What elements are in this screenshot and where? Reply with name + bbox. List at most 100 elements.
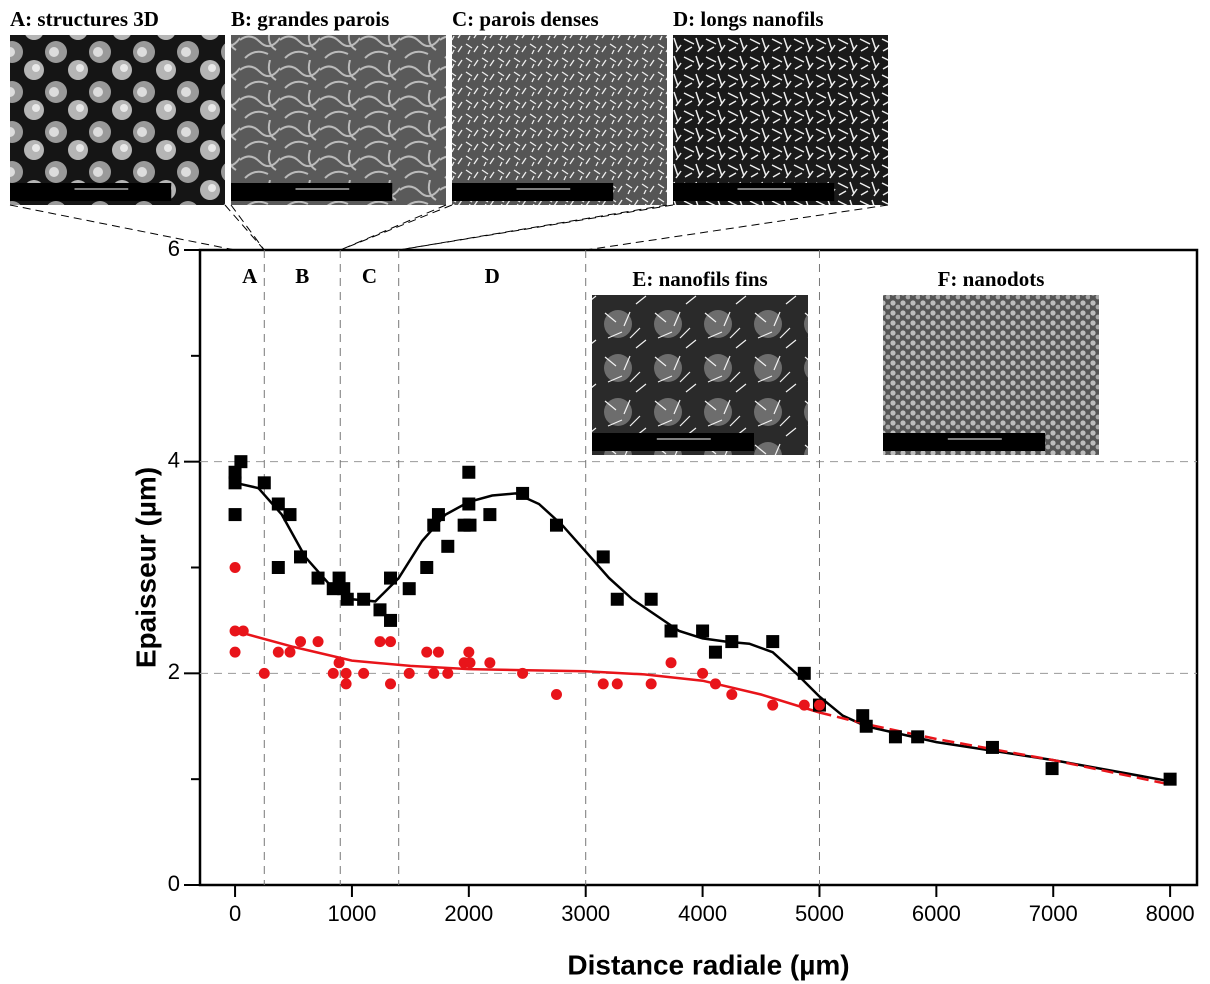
square-marker bbox=[257, 476, 271, 490]
square-marker bbox=[402, 582, 416, 596]
square-marker bbox=[228, 476, 242, 490]
micrograph-caption: D: longs nanofils bbox=[673, 7, 824, 31]
circle-marker bbox=[312, 636, 324, 648]
circle-marker bbox=[229, 625, 241, 637]
callout-line bbox=[340, 204, 453, 251]
x-tick-label: 6000 bbox=[912, 901, 961, 926]
circle-marker bbox=[284, 646, 296, 658]
circle-marker bbox=[463, 646, 475, 658]
square-marker bbox=[373, 603, 387, 617]
square-marker bbox=[725, 635, 739, 649]
region-label: C bbox=[362, 264, 377, 288]
circle-marker bbox=[611, 678, 623, 690]
circle-marker bbox=[550, 689, 562, 700]
circle-marker bbox=[726, 689, 738, 700]
square-marker bbox=[797, 666, 811, 680]
square-marker bbox=[463, 518, 477, 532]
square-marker bbox=[294, 550, 308, 564]
square-marker bbox=[1163, 772, 1177, 786]
x-tick-label: 0 bbox=[229, 901, 241, 926]
circle-marker bbox=[340, 678, 352, 690]
square-marker bbox=[271, 561, 285, 574]
square-marker bbox=[911, 730, 925, 744]
micrograph bbox=[883, 295, 1099, 455]
square-marker bbox=[766, 635, 780, 649]
scale-bar-strip bbox=[452, 183, 614, 201]
circle-marker bbox=[709, 678, 721, 690]
circle-marker bbox=[272, 646, 284, 658]
micrograph bbox=[231, 35, 446, 205]
x-tick-label: 8000 bbox=[1146, 901, 1195, 926]
square-marker bbox=[384, 613, 398, 627]
fit-line bbox=[819, 711, 1171, 786]
square-marker bbox=[340, 592, 354, 606]
circle-marker bbox=[385, 678, 397, 690]
circle-marker bbox=[798, 699, 810, 711]
callout-line bbox=[224, 204, 265, 251]
square-marker bbox=[283, 508, 297, 522]
circle-marker bbox=[428, 667, 440, 679]
circle-marker bbox=[421, 646, 433, 658]
circle-marker bbox=[358, 667, 370, 679]
circle-marker bbox=[464, 657, 476, 669]
callout-line bbox=[230, 204, 265, 251]
square-marker bbox=[1045, 762, 1059, 776]
square-marker bbox=[228, 508, 242, 522]
micrograph bbox=[592, 295, 808, 455]
square-marker bbox=[664, 624, 678, 638]
square-marker bbox=[326, 582, 340, 596]
scale-bar-strip bbox=[592, 433, 754, 451]
square-marker bbox=[708, 645, 722, 659]
circle-marker bbox=[645, 678, 657, 690]
x-tick-label: 2000 bbox=[444, 901, 493, 926]
region-label: D bbox=[485, 264, 500, 288]
callout-line bbox=[398, 204, 674, 251]
circle-marker bbox=[403, 667, 415, 679]
x-tick-label: 4000 bbox=[678, 901, 727, 926]
x-tick-label: 5000 bbox=[795, 901, 844, 926]
square-marker bbox=[332, 571, 346, 585]
square-marker bbox=[228, 465, 242, 479]
square-marker bbox=[696, 624, 710, 638]
fit-line bbox=[234, 629, 820, 714]
scale-bar-strip bbox=[883, 433, 1045, 451]
circle-marker bbox=[333, 657, 345, 669]
square-marker bbox=[427, 518, 441, 532]
micrograph bbox=[673, 35, 888, 205]
square-marker bbox=[596, 550, 610, 564]
callout-line bbox=[398, 204, 668, 251]
x-tick-label: 3000 bbox=[561, 901, 610, 926]
circle-marker bbox=[697, 667, 709, 679]
circle-marker bbox=[327, 667, 339, 679]
x-axis-title: Distance radiale (µm) bbox=[567, 949, 849, 980]
circle-marker bbox=[237, 625, 249, 637]
region-label: A bbox=[242, 264, 258, 288]
circle-marker bbox=[442, 667, 454, 679]
scale-bar-strip bbox=[10, 183, 172, 201]
circle-marker bbox=[295, 636, 307, 648]
callout-line bbox=[9, 204, 236, 251]
square-marker bbox=[856, 709, 870, 723]
circle-marker bbox=[597, 678, 609, 690]
scale-bar-strip bbox=[231, 183, 393, 201]
square-marker bbox=[431, 508, 445, 522]
square-marker bbox=[516, 486, 530, 500]
circle-marker bbox=[767, 699, 779, 711]
square-marker bbox=[271, 497, 285, 511]
square-marker bbox=[985, 740, 999, 754]
square-marker bbox=[357, 592, 371, 606]
circle-marker bbox=[665, 657, 677, 669]
circle-marker bbox=[229, 646, 241, 658]
square-marker bbox=[234, 455, 248, 469]
y-tick-label: 2 bbox=[168, 659, 180, 684]
x-tick-label: 7000 bbox=[1029, 901, 1078, 926]
micrograph bbox=[452, 35, 667, 205]
square-marker bbox=[420, 561, 434, 574]
callout-line bbox=[340, 204, 447, 251]
micrograph-caption: B: grandes parois bbox=[231, 7, 389, 31]
square-marker bbox=[337, 582, 351, 596]
circle-marker bbox=[374, 636, 386, 648]
region-label: B bbox=[295, 264, 309, 288]
square-marker bbox=[859, 719, 873, 733]
